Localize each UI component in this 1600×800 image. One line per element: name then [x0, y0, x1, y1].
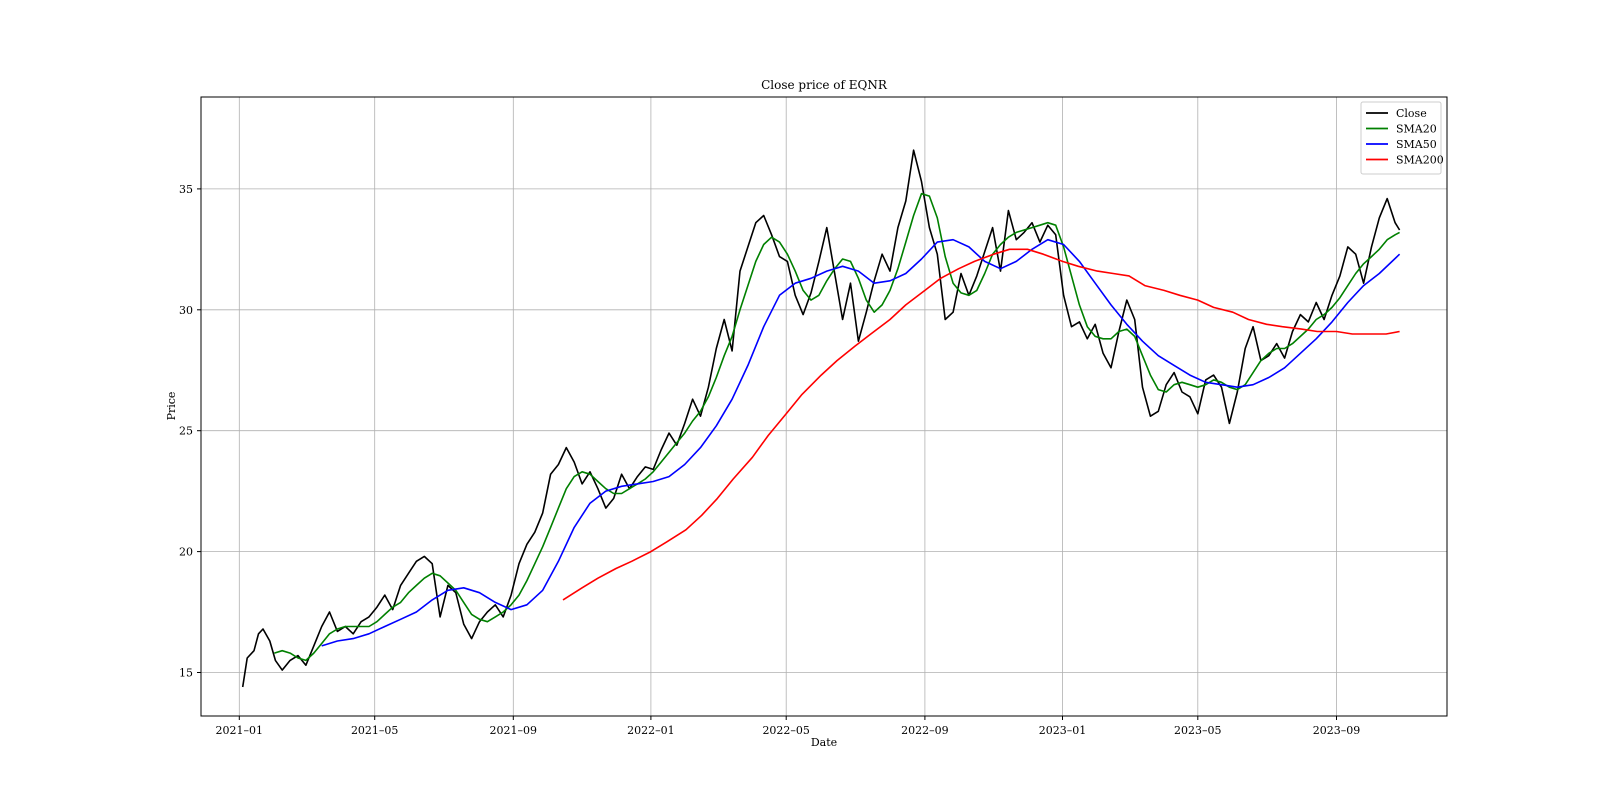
series-line-sma50 [321, 238, 1401, 647]
legend-box [1360, 101, 1442, 175]
y-tick-label: 20 [179, 546, 193, 559]
x-tick-label: 2022–09 [901, 724, 949, 737]
y-tick-label: 25 [179, 425, 193, 438]
x-tick-label: 2021–09 [490, 724, 538, 737]
legend-label-close: Close [1396, 107, 1427, 120]
x-tick-label: 2022–05 [762, 724, 810, 737]
x-axis-label: Date [811, 736, 837, 749]
x-tick-label: 2022–01 [627, 724, 675, 737]
x-tick-label: 2023–01 [1039, 724, 1087, 737]
legend: Close SMA20 SMA50 SMA200 [1360, 101, 1444, 175]
legend-label-sma20: SMA20 [1396, 123, 1437, 136]
legend-label-sma200: SMA200 [1396, 154, 1444, 167]
series-layer [241, 149, 1401, 688]
y-tick-label: 15 [179, 667, 193, 680]
x-tick-label: 2023–05 [1174, 724, 1222, 737]
plot-frame [200, 96, 1448, 717]
y-tick-label: 35 [179, 183, 193, 196]
y-axis: 15 20 25 30 35 [179, 183, 201, 680]
series-line-sma200 [562, 248, 1400, 601]
chart-title: Close price of EQNR [761, 78, 888, 92]
x-axis: 2021–01 2021–05 2021–09 2022–01 2022–05 2022–… [216, 716, 1361, 737]
series-line-sma20 [274, 192, 1400, 662]
x-tick-label: 2021–05 [351, 724, 399, 737]
y-axis-label: Price [165, 392, 178, 421]
legend-label-sma50: SMA50 [1396, 138, 1437, 151]
y-tick-label: 30 [179, 304, 193, 317]
x-tick-label: 2021–01 [216, 724, 264, 737]
x-tick-label: 2023–09 [1313, 724, 1361, 737]
